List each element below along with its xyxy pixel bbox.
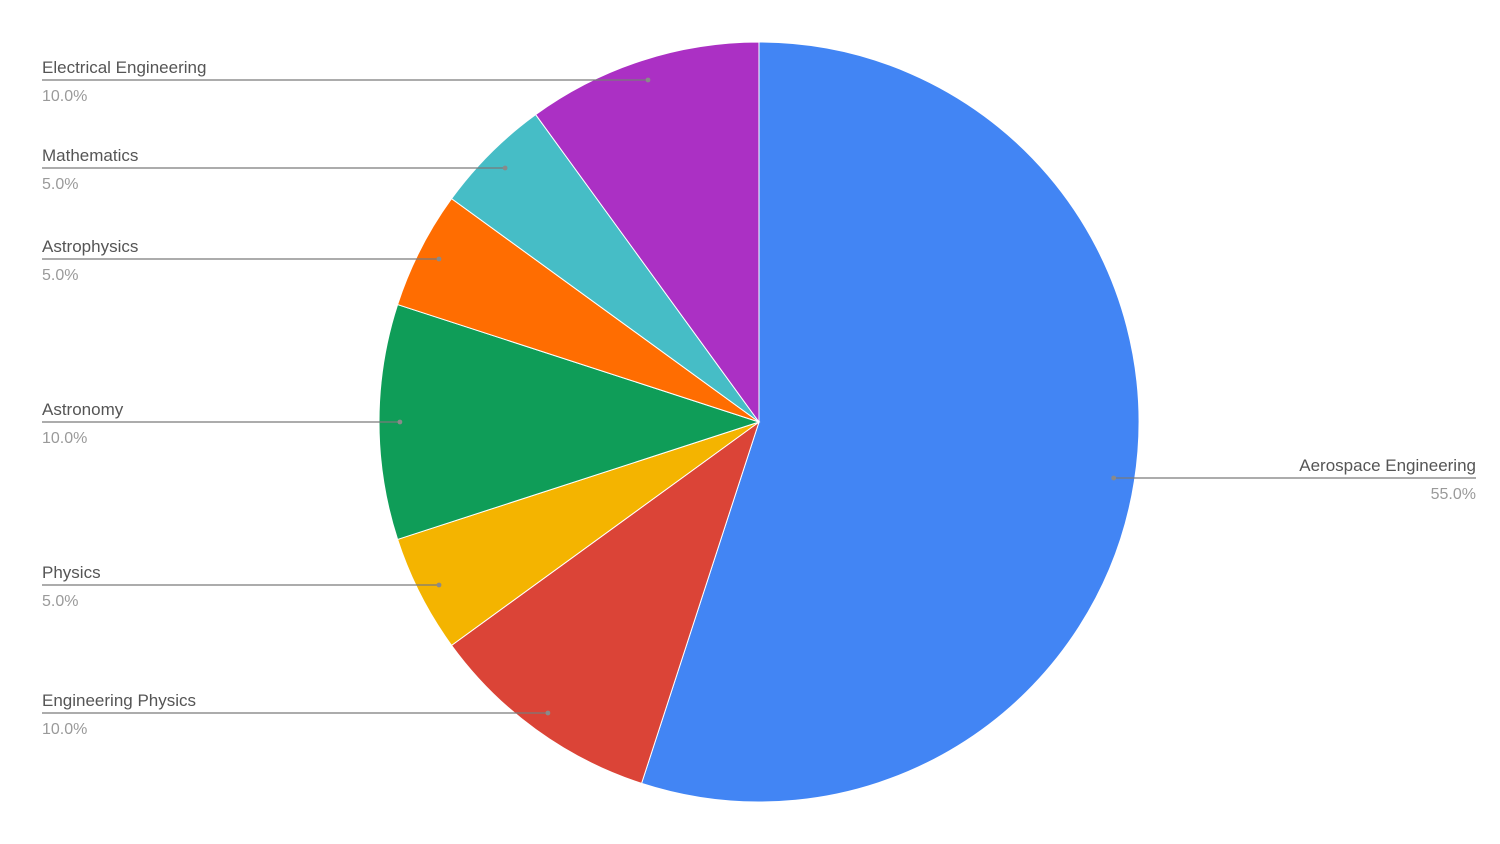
leader-dot-electrical-engineering: [645, 77, 651, 83]
slice-percent-engineering-physics: 10.0%: [42, 721, 87, 738]
slice-labels: Aerospace Engineering 55.0% Engineering Ph…: [42, 58, 1476, 738]
leader-dot-astrophysics: [436, 256, 442, 262]
slice-label-engineering-physics: Engineering Physics: [42, 691, 196, 710]
pie-slice-engineering-physics: [450, 420, 760, 785]
slice-percent-mathematics: 5.0%: [42, 176, 78, 193]
slice-label-astronomy: Astronomy: [42, 400, 124, 419]
slice-label-astrophysics: Astrophysics: [42, 237, 138, 256]
slice-percent-astrophysics: 5.0%: [42, 267, 78, 284]
slice-label-physics: Physics: [42, 563, 101, 582]
slice-percent-aerospace-engineering: 55.0%: [1431, 486, 1476, 503]
leader-dot-mathematics: [502, 165, 508, 171]
leader-dot-engineering-physics: [545, 710, 551, 716]
pie-slices: [378, 41, 1140, 803]
leader-dot-aerospace-engineering: [1111, 475, 1117, 481]
pie-slice-aerospace-engineering: [640, 41, 1140, 803]
slice-percent-physics: 5.0%: [42, 593, 78, 610]
slice-label-aerospace-engineering: Aerospace Engineering: [1299, 456, 1476, 475]
slice-label-mathematics: Mathematics: [42, 146, 138, 165]
slice-percent-astronomy: 10.0%: [42, 430, 87, 447]
leader-dot-astronomy: [397, 419, 403, 425]
pie-slice-electrical-engineering: [534, 41, 760, 424]
slice-percent-electrical-engineering: 10.0%: [42, 88, 87, 105]
slice-label-electrical-engineering: Electrical Engineering: [42, 58, 206, 77]
leader-dot-physics: [436, 582, 442, 588]
